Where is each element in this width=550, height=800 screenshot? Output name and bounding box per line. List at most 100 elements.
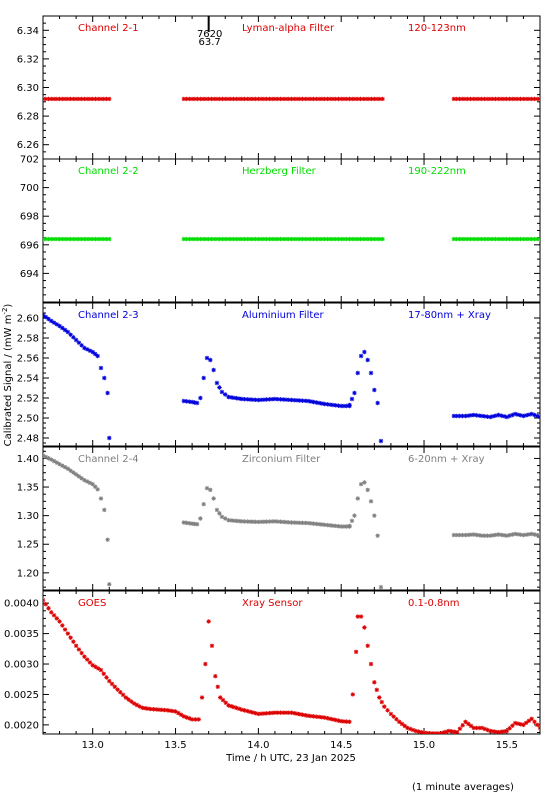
data-point [84,96,90,102]
data-point [427,730,432,734]
data-point [350,236,355,242]
data-point [68,635,73,640]
data-point [60,325,65,331]
data-point [457,726,463,731]
data-point [435,731,441,734]
data-point [189,717,195,722]
data-point [49,318,54,324]
data-point [490,236,495,242]
data-point [87,660,93,665]
data-point [292,96,297,102]
data-point [518,532,523,537]
data-point [178,712,184,717]
data-point [487,236,493,242]
data-point [267,397,272,402]
data-point [319,715,325,720]
data-point [76,474,82,479]
data-point [54,460,60,465]
data-point [463,532,468,538]
data-point [532,719,537,725]
panel-label: Xray Sensor [242,598,303,609]
data-point [281,96,286,102]
data-point [234,705,239,711]
data-point [231,704,237,710]
data-point [194,400,200,406]
data-point [405,725,410,731]
data-point [535,413,540,419]
data-point [242,396,247,402]
data-point [347,402,352,408]
data-point [51,236,57,242]
data-point [253,236,258,242]
data-point [349,518,355,523]
panel-label: 6-20nm + Xray [408,454,485,465]
data-point [286,397,291,403]
data-point [46,456,51,461]
data-point [156,707,162,712]
data-point [200,236,206,242]
data-point [228,704,234,709]
data-point [314,714,319,719]
data-point [261,96,267,102]
data-point [526,412,532,417]
panel-3: 2.48 2.50 2.52 2.54 2.56 2.58 2.60 Channel 2-3 A… [17,302,541,447]
data-point [214,236,220,242]
data-point [46,606,51,611]
data-point [231,96,236,102]
data-point [192,236,198,242]
data-point [521,532,526,538]
data-point [90,349,95,355]
data-point [281,710,286,715]
data-point [498,96,504,102]
data-point [84,479,90,484]
data-point [289,236,294,242]
data-point [105,537,110,542]
data-point [410,727,416,733]
data-point [460,532,465,538]
data-point [261,236,267,242]
data-point [477,725,482,731]
data-point [142,706,148,711]
data-point [496,729,501,734]
data-point [187,716,192,721]
data-point [305,96,311,102]
data-point [496,96,501,102]
panel-1: 6.26 6.28 6.30 6.32 6.34 Channel 2-1 Lyman-alp… [17,15,541,160]
data-point [275,710,280,715]
data-point [488,728,493,734]
averaging-note: (1 minute averages) [412,782,514,793]
data-point [283,397,289,402]
data-point [107,582,112,587]
data-point [451,236,457,242]
panel-label: 17-80nm + Xray [408,310,491,321]
y-tick-label: 0.0035 [4,629,39,640]
data-point [214,96,220,102]
data-point [535,236,540,242]
data-point [256,236,261,242]
data-point [234,96,239,102]
data-point [325,236,330,242]
data-point [378,438,384,444]
data-point [208,487,213,493]
data-point [104,675,109,680]
data-point [214,380,220,386]
data-point [129,699,134,704]
data-point [457,413,462,419]
panel-label: Herzberg Filter [242,166,317,177]
data-point [211,236,217,242]
data-point [465,96,470,102]
data-point [380,96,385,102]
y-tick-label: 700 [20,183,39,194]
data-point [292,520,297,525]
data-point [283,710,289,715]
data-point [529,531,534,537]
panel-frame [42,302,541,447]
data-point [471,725,476,731]
data-point [521,96,526,102]
data-point [101,236,106,242]
panel-label: 0.1-0.8nm [408,598,460,609]
data-point [84,236,90,242]
y-tick-label: 1.35 [17,483,39,494]
data-point [529,411,534,417]
data-point [223,700,228,705]
